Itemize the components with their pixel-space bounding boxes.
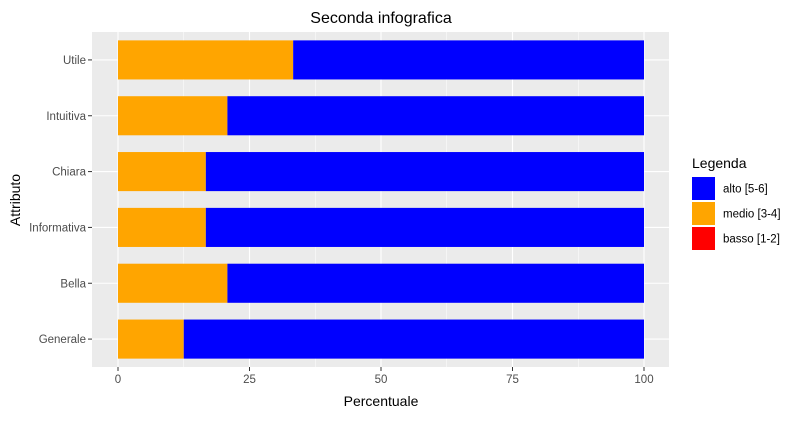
bar-segment: [205, 207, 645, 247]
y-tick-label: Generale: [39, 334, 86, 346]
chart-title: Seconda infografica: [310, 10, 452, 27]
bar-segment: [183, 319, 644, 359]
y-tick-label: Intuitiva: [46, 111, 86, 123]
legend-label: basso [1-2]: [723, 234, 780, 246]
legend-label: medio [3-4]: [723, 209, 781, 221]
axis-layer: Utile Intuitiva Chiara Informativa Bella Gene…: [29, 55, 653, 386]
x-tick-label: 25: [243, 374, 256, 386]
x-tick-label: 50: [375, 374, 388, 386]
y-tick-label: Utile: [63, 55, 86, 67]
x-tick-label: 75: [506, 374, 519, 386]
y-axis-title: Attributo: [7, 174, 23, 226]
legend: Legenda alto [5-6] medio [3-4] basso [1-2]: [692, 155, 781, 250]
bar-segment: [293, 40, 644, 80]
x-axis-title: Percentuale: [344, 393, 419, 409]
bar-segment: [118, 319, 184, 359]
bar-segment: [118, 152, 206, 192]
y-tick-label: Bella: [60, 278, 86, 290]
bar-segment: [118, 263, 228, 303]
bars-layer: [118, 40, 645, 359]
legend-swatch: [692, 202, 715, 225]
y-tick-label: Informativa: [29, 222, 86, 234]
bar-segment: [118, 40, 294, 80]
bar-segment: [118, 207, 206, 247]
y-tick-label: Chiara: [52, 167, 86, 179]
legend-swatch: [692, 177, 715, 200]
legend-swatch: [692, 227, 715, 250]
bar-segment: [227, 96, 644, 136]
bar-segment: [205, 152, 645, 192]
bar-segment: [118, 96, 228, 136]
legend-label: alto [5-6]: [723, 184, 768, 196]
bar-segment: [227, 263, 644, 303]
x-tick-label: 100: [634, 374, 653, 386]
legend-title: Legenda: [692, 155, 747, 171]
x-tick-label: 0: [115, 374, 121, 386]
